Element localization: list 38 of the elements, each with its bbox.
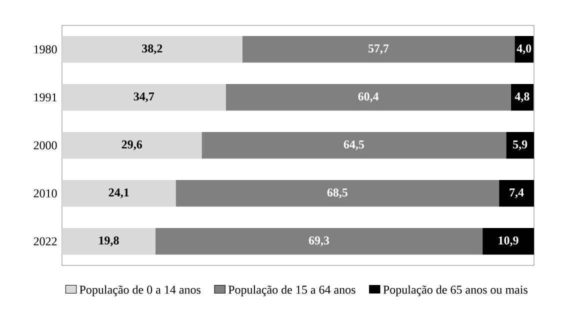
bar [62, 36, 242, 63]
y-tick-label: 1980 [34, 45, 57, 54]
data-label: 29,6 [122, 140, 142, 150]
data-label: 69,3 [308, 236, 330, 246]
bar [62, 180, 176, 207]
data-label: 38,2 [142, 44, 162, 54]
data-label: 4,0 [516, 44, 532, 54]
bar [242, 36, 515, 63]
legend-label: População de 65 anos ou mais [383, 285, 528, 296]
bar [176, 180, 500, 207]
y-tick-label: 1991 [34, 93, 57, 102]
bar [506, 132, 534, 159]
data-label: 7,4 [510, 188, 524, 198]
data-label: 10,9 [498, 236, 518, 246]
bar [155, 228, 483, 255]
y-tick-label: 2000 [34, 141, 57, 150]
bar [62, 84, 226, 111]
bar [510, 84, 534, 111]
bar [499, 180, 534, 207]
legend-label: População de 0 a 14 anos [80, 285, 200, 296]
data-label: 24,1 [108, 188, 129, 198]
data-label: 4,8 [514, 92, 530, 102]
y-tick-label: 2022 [34, 237, 57, 246]
bar [482, 228, 534, 255]
data-label: 64,5 [344, 140, 364, 150]
bar [62, 228, 156, 255]
bar [226, 84, 511, 111]
bar [514, 36, 534, 63]
y-tick-label: 2010 [34, 189, 57, 198]
legend-label: População de 15 a 64 anos [228, 285, 356, 296]
data-label: 5,9 [513, 140, 528, 150]
data-label: 19,8 [99, 236, 119, 246]
data-label: 68,5 [327, 188, 348, 198]
data-label: 60,4 [358, 92, 379, 102]
bar [202, 132, 506, 159]
data-label: 57,7 [368, 44, 389, 54]
bar [62, 132, 202, 159]
data-label: 34,7 [134, 92, 154, 102]
